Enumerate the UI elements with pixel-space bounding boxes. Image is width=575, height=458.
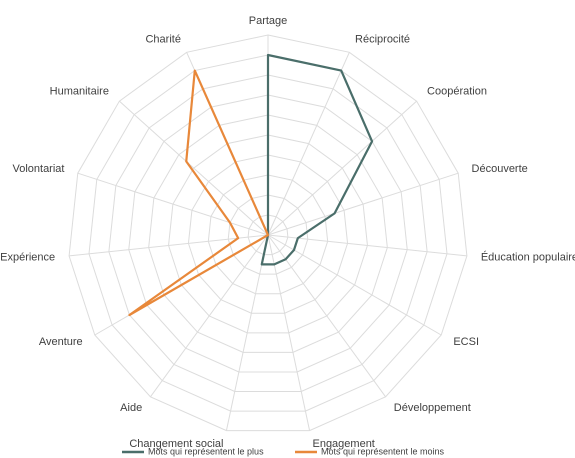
category-label: Éducation populaire xyxy=(481,250,575,263)
spoke xyxy=(267,234,386,398)
category-label: Changement social xyxy=(129,438,223,450)
category-label: Charité xyxy=(145,33,180,45)
category-label: Humanitaire xyxy=(50,86,109,98)
legend-label: Mots qui représentent le plus xyxy=(148,446,264,456)
spoke xyxy=(267,52,350,236)
spoke xyxy=(69,234,269,257)
category-label: Engagement xyxy=(312,438,374,450)
category-label: Aide xyxy=(120,402,142,414)
spoke xyxy=(267,234,442,336)
grid-ring xyxy=(88,54,448,412)
spoke xyxy=(267,234,467,257)
grid-ring xyxy=(247,214,289,256)
series-line xyxy=(260,53,374,266)
grid-ring xyxy=(128,94,408,373)
spoke xyxy=(119,100,269,236)
category-label: Découverte xyxy=(472,163,528,175)
spoke xyxy=(77,172,269,236)
legend: Mots qui représentent le plus Mots qui re… xyxy=(122,446,445,456)
category-label: Expérience xyxy=(0,251,55,263)
category-label: Coopération xyxy=(427,86,487,98)
category-label: Développement xyxy=(394,402,471,414)
category-label: ECSI xyxy=(453,336,479,348)
series-line xyxy=(128,69,270,317)
grid-ring xyxy=(68,34,468,432)
category-label: Partage xyxy=(249,15,288,27)
grid-ring xyxy=(187,154,349,314)
category-label: Aventure xyxy=(39,336,83,348)
spoke xyxy=(267,172,459,236)
spoke xyxy=(267,234,311,431)
legend-label: Mots qui représentent le moins xyxy=(321,446,445,456)
grid-ring xyxy=(227,194,309,275)
spoke xyxy=(267,100,417,236)
grid-ring xyxy=(168,134,368,334)
category-label: Réciprocité xyxy=(355,33,410,45)
spoke xyxy=(150,234,269,398)
grid-ring xyxy=(108,74,428,393)
spoke xyxy=(225,234,269,431)
grid-ring xyxy=(148,114,388,353)
category-label: Volontariat xyxy=(12,163,64,175)
